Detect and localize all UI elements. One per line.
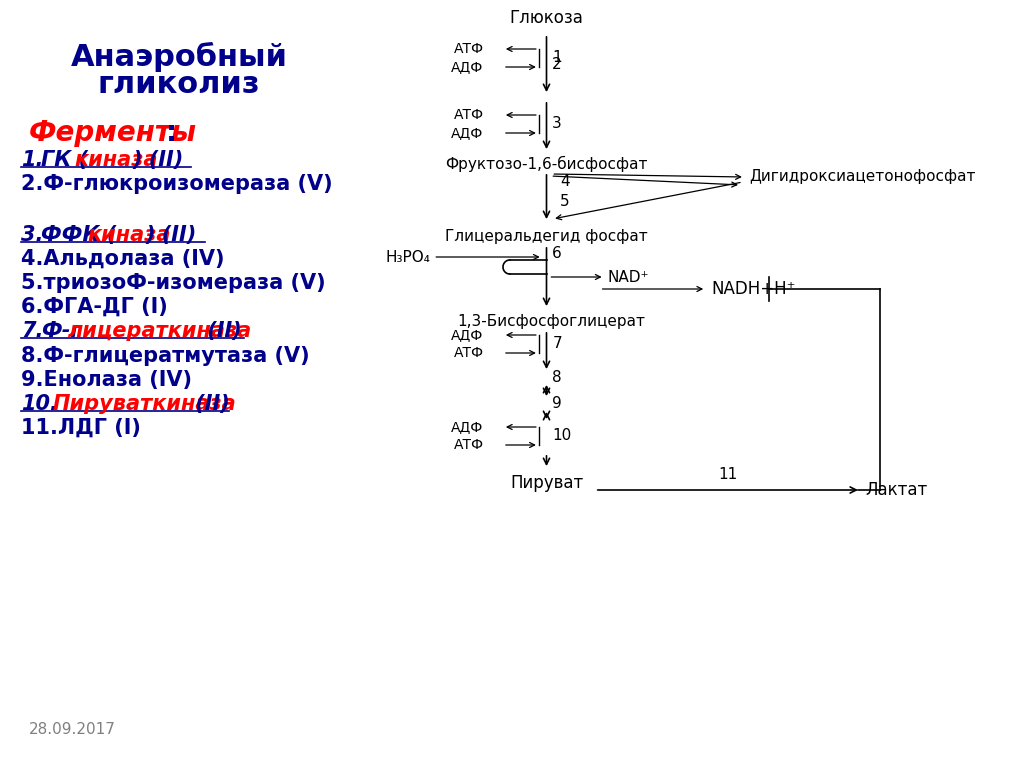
- Text: Пируват: Пируват: [510, 474, 583, 492]
- Text: АДФ: АДФ: [452, 126, 483, 140]
- Text: 8.Ф-глицератмутаза (V): 8.Ф-глицератмутаза (V): [22, 346, 310, 366]
- Text: 10.: 10.: [22, 394, 58, 414]
- Text: 5.триозоФ-изомераза (V): 5.триозоФ-изомераза (V): [22, 273, 326, 293]
- Text: 4: 4: [560, 175, 569, 189]
- Text: 6.ФГА-ДГ (I): 6.ФГА-ДГ (I): [22, 297, 168, 317]
- Text: 11.ЛДГ (I): 11.ЛДГ (I): [22, 418, 141, 438]
- Text: АТФ: АТФ: [454, 346, 483, 360]
- Text: (II): (II): [201, 321, 242, 341]
- Text: NADH+H⁺: NADH+H⁺: [711, 280, 796, 298]
- Text: :: :: [166, 119, 177, 147]
- Text: Фруктозо-1,6-бисфосфат: Фруктозо-1,6-бисфосфат: [445, 156, 648, 172]
- Text: 7.: 7.: [22, 321, 44, 341]
- Text: Н₃РО₄: Н₃РО₄: [386, 249, 430, 265]
- Text: 9.Енолаза (IV): 9.Енолаза (IV): [22, 370, 193, 390]
- Text: 3.: 3.: [22, 225, 44, 245]
- Text: АТФ: АТФ: [454, 438, 483, 452]
- Text: АТФ: АТФ: [454, 42, 483, 56]
- Text: Пируваткиназа: Пируваткиназа: [52, 394, 236, 414]
- Text: Ф-г: Ф-г: [41, 321, 81, 341]
- Text: 6: 6: [552, 246, 562, 262]
- Text: Анаэробный: Анаэробный: [71, 42, 288, 72]
- Text: 28.09.2017: 28.09.2017: [29, 722, 116, 737]
- Text: АДФ: АДФ: [452, 60, 483, 74]
- Text: 1: 1: [552, 51, 562, 65]
- Text: киназа: киназа: [75, 150, 158, 170]
- Text: ) (II): ) (II): [132, 150, 183, 170]
- Text: 2: 2: [552, 57, 562, 72]
- Text: 8: 8: [552, 370, 562, 384]
- Text: Дигидроксиацетонофосфат: Дигидроксиацетонофосфат: [750, 170, 976, 185]
- Text: киназа: киназа: [87, 225, 171, 245]
- Text: 2.Ф-глюкроизомераза (V): 2.Ф-глюкроизомераза (V): [22, 174, 333, 194]
- Text: (II): (II): [187, 394, 229, 414]
- Text: АДФ: АДФ: [452, 420, 483, 434]
- Text: Глюкоза: Глюкоза: [510, 9, 584, 27]
- Text: 1.: 1.: [22, 150, 44, 170]
- Text: NAD⁺: NAD⁺: [607, 269, 649, 285]
- Text: 11: 11: [718, 467, 737, 482]
- Text: ГК (: ГК (: [41, 150, 88, 170]
- Text: гликолиз: гликолиз: [97, 70, 260, 99]
- Text: АТФ: АТФ: [454, 108, 483, 122]
- Text: 5: 5: [560, 195, 569, 209]
- Text: АДФ: АДФ: [452, 328, 483, 342]
- Text: Ферменты: Ферменты: [29, 119, 198, 147]
- Text: Глицеральдегид фосфат: Глицеральдегид фосфат: [445, 229, 648, 244]
- Text: 4.Альдолаза (IV): 4.Альдолаза (IV): [22, 249, 225, 269]
- Text: лицераткиназа: лицераткиназа: [68, 321, 252, 341]
- Text: 9: 9: [552, 397, 562, 412]
- Text: 10: 10: [552, 429, 571, 443]
- Text: Лактат: Лактат: [865, 481, 928, 499]
- Text: ) (II): ) (II): [145, 225, 197, 245]
- Text: 3: 3: [552, 117, 562, 131]
- Text: 7: 7: [552, 337, 562, 351]
- Text: 1,3-Бисфосфоглицерат: 1,3-Бисфосфоглицерат: [458, 314, 645, 329]
- Text: ФФК (: ФФК (: [41, 225, 116, 245]
